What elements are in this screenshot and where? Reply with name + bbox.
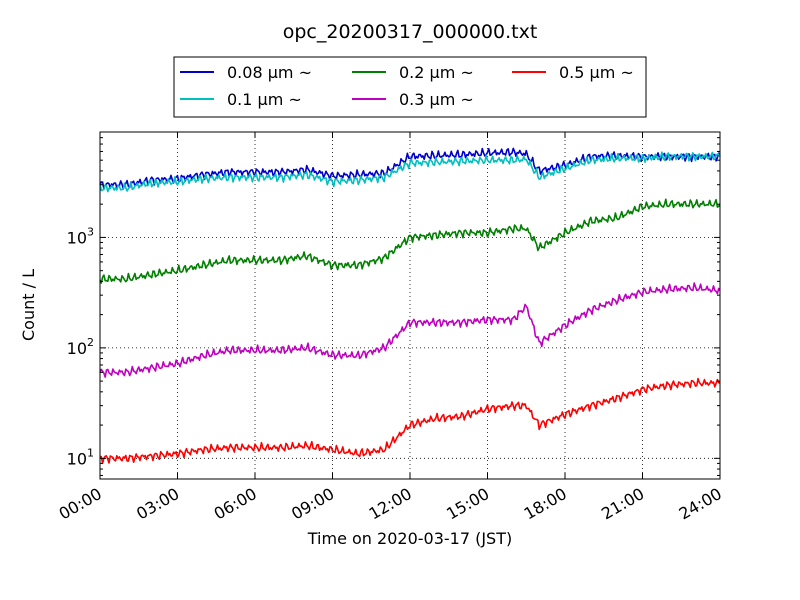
plot-area xyxy=(99,131,721,480)
legend-item-4: 0.3 μm ~ xyxy=(352,90,474,109)
x-axis-label: Time on 2020-03-17 (JST) xyxy=(307,529,512,548)
legend: 0.08 μm ~ 0.1 μm ~ 0.2 μm ~ 0.3 μm ~ 0.5 μm … xyxy=(173,56,647,118)
legend-label: 0.1 μm ~ xyxy=(227,90,302,109)
legend-label: 0.2 μm ~ xyxy=(399,63,474,82)
legend-label: 0.5 μm ~ xyxy=(559,63,634,82)
series-line-4 xyxy=(99,282,721,378)
legend-item-2: 0.1 μm ~ xyxy=(180,90,302,109)
chart-title: opc_20200317_000000.txt xyxy=(283,21,538,43)
series-line-1 xyxy=(99,147,721,190)
legend-label: 0.08 μm ~ xyxy=(227,63,312,82)
series-line-3 xyxy=(99,198,721,284)
legend-item-3: 0.2 μm ~ xyxy=(352,63,474,82)
plot-background xyxy=(100,132,720,479)
y-axis-label: Count / L xyxy=(19,269,38,341)
legend-item-5: 0.5 μm ~ xyxy=(512,63,634,82)
legend-label: 0.3 μm ~ xyxy=(399,90,474,109)
series-line-5 xyxy=(99,377,721,464)
plot-frame xyxy=(99,131,721,480)
legend-item-1: 0.08 μm ~ xyxy=(180,63,312,82)
series-line-2 xyxy=(99,151,721,193)
legend-box xyxy=(173,56,647,118)
